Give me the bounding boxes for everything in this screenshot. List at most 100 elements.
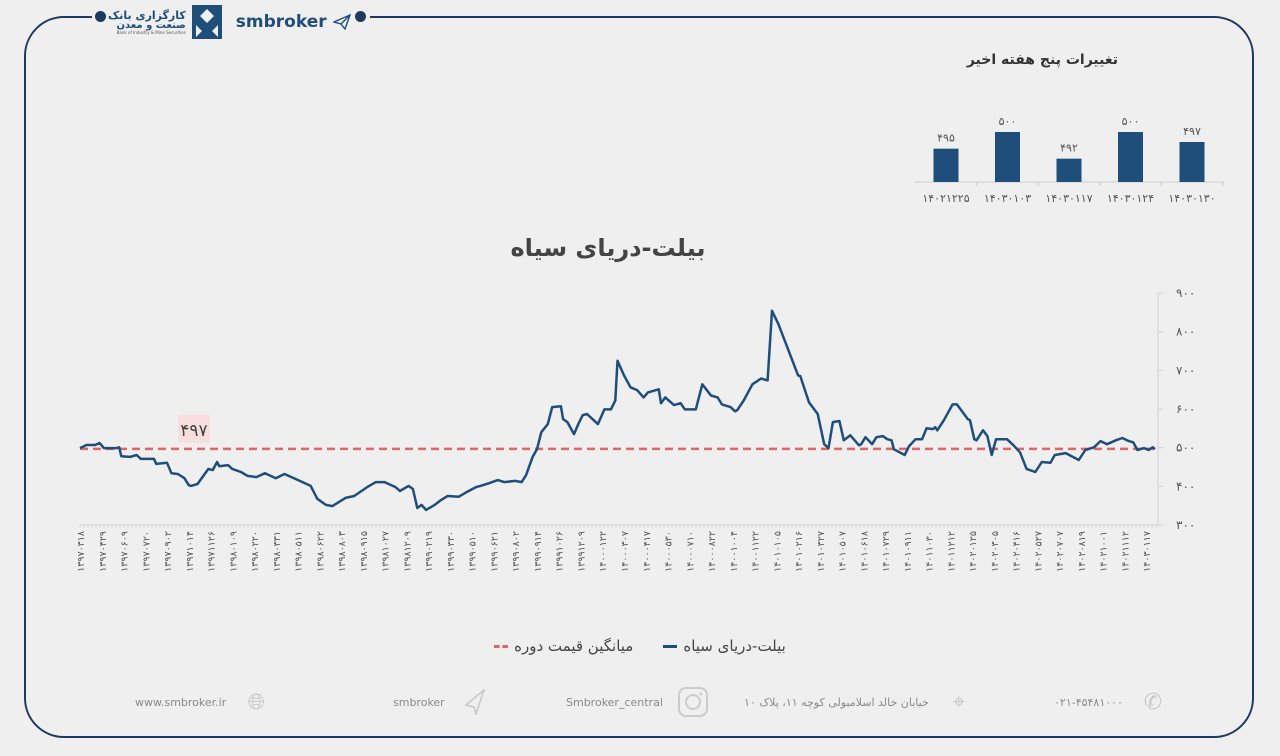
legend-label: میانگین قیمت دوره bbox=[514, 637, 634, 655]
y-tick-label: ۵۰۰ bbox=[1176, 441, 1195, 455]
bar-value-label: ۵۰۰ bbox=[1122, 115, 1140, 128]
price-line-chart: ۳۰۰ ۴۰۰ ۵۰۰ ۶۰۰ ۷۰۰ ۸۰۰ ۹۰۰ ۱۳۹۷۰۳۱۸ ۱۳۹۷۰۴۲۹ ۱۳۹… bbox=[76, 286, 1195, 572]
page-frame bbox=[24, 16, 1254, 738]
x-tick-label: ۱۳۹۸۱۰۲۷ bbox=[381, 531, 392, 572]
y-tick-label: ۶۰۰ bbox=[1176, 402, 1195, 416]
x-tick-label: ۱۴۰۱۱۰۳۰ bbox=[925, 531, 936, 572]
bar bbox=[1056, 158, 1082, 182]
frame-dot bbox=[95, 11, 106, 22]
paper-plane-icon bbox=[332, 14, 351, 30]
legend-label: بیلت-دریای سیاه bbox=[683, 637, 786, 655]
globe-icon: 🌐︎ bbox=[247, 689, 266, 715]
x-tick-label: ۱۳۹۸۱۲۰۹ bbox=[402, 531, 413, 572]
x-tick-label: ۱۳۹۸۰۶۲۲ bbox=[315, 531, 326, 572]
bar bbox=[1118, 132, 1143, 182]
instagram-handle[interactable]: Smbroker_central bbox=[566, 695, 663, 709]
frame-dot bbox=[355, 11, 366, 22]
footer-website: www.smbroker.ir 🌐︎ bbox=[135, 686, 272, 718]
bar-value-label: ۴۹۵ bbox=[937, 132, 955, 145]
bar bbox=[933, 148, 959, 182]
logo-text-fa-2: صنعت و معدن bbox=[116, 19, 186, 31]
x-tick-label: ۱۴۰۱۰۵۰۷ bbox=[838, 531, 849, 572]
x-tick-label: ۱۳۹۸۰۵۱۱ bbox=[294, 531, 305, 572]
bar-category-label: ۱۴۰۲۱۲۲۵ bbox=[922, 192, 969, 205]
logo-text-fa: کارگزاری بانک bbox=[108, 8, 186, 22]
x-tick-label: ۱۳۹۹۱۲۰۹ bbox=[576, 531, 587, 572]
phone-icon: ✆ bbox=[1143, 689, 1163, 715]
y-tick-label: ۷۰۰ bbox=[1176, 363, 1195, 377]
legend-item-mean: میانگین قیمت دوره bbox=[494, 637, 633, 655]
x-tick-label: ۱۳۹۷۱۱۲۶ bbox=[207, 531, 218, 572]
bar bbox=[1179, 142, 1205, 182]
x-tick-label: ۱۴۰۰۰۷۱۰ bbox=[685, 531, 696, 572]
x-tick-label: ۱۳۹۸۰۳۳۱ bbox=[272, 531, 283, 572]
x-tick-label: ۱۳۹۹۰۵۱۰ bbox=[468, 531, 479, 572]
mean-label-bg bbox=[178, 414, 210, 443]
x-tick-label: ۱۳۹۸۰۱۰۹ bbox=[228, 531, 239, 572]
x-tick-label: ۱۴۰۱۰۹۱۱ bbox=[903, 531, 914, 572]
x-tick-label: ۱۴۰۲۰۳۰۵ bbox=[990, 531, 1001, 572]
x-tick-label: ۱۳۹۸۰۹۱۵ bbox=[359, 531, 370, 572]
footer-address: ⌖ خیابان خالد اسلامبولی کوچه ۱۱، پلاک ۱۰ bbox=[744, 686, 975, 718]
map-pin-icon: ⌖ bbox=[952, 689, 965, 715]
x-tick-label: ۱۴۰۱۰۶۱۸ bbox=[859, 531, 870, 572]
legend-line-swatch bbox=[663, 644, 678, 648]
x-tick-label: ۱۴۰۰۱۱۲۲ bbox=[751, 531, 762, 572]
x-tick-label: ۱۳۹۸۰۲۲۰ bbox=[250, 531, 261, 572]
bar-value-label: ۴۹۲ bbox=[1060, 142, 1078, 155]
footer-instagram: Smbroker_central bbox=[566, 686, 709, 718]
y-tick-label: ۸۰۰ bbox=[1176, 325, 1195, 339]
bar-category-label: ۱۴۰۳۰۱۰۳ bbox=[984, 192, 1031, 205]
weekly-bar-chart: ۴۹۵ ۱۴۰۲۱۲۲۵ ۵۰۰ ۱۴۰۳۰۱۰۳ ۴۹۲ ۱۴۰۳۰۱۱۷ ۵۰۰ ۱۴۰۳… bbox=[914, 115, 1224, 205]
x-tick-label: ۱۳۹۷۰۷۲۰ bbox=[141, 531, 152, 572]
bank-logo-icon bbox=[191, 5, 222, 39]
x-tick-label: ۱۳۹۷۱۰۱۴ bbox=[185, 531, 196, 572]
mini-chart-title: تغییرات پنج هفته اخیر bbox=[966, 52, 1118, 68]
chart-title: بیلت-دریای سیاه bbox=[510, 234, 706, 262]
y-tick-label: ۹۰۰ bbox=[1176, 286, 1195, 300]
x-tick-label: ۱۴۰۲۰۱۲۵ bbox=[968, 531, 979, 572]
x-tick-label: ۱۴۰۰۰۸۲۲ bbox=[707, 531, 718, 572]
x-tick-label: ۱۴۰۱۰۱۰۵ bbox=[772, 531, 783, 572]
legend-dash-swatch bbox=[494, 644, 509, 648]
x-tick-label: ۱۴۰۲۱۰۰۱ bbox=[1099, 531, 1110, 572]
x-tick-label: ۱۴۰۱۰۷۲۹ bbox=[881, 531, 892, 572]
x-tick-label: ۱۴۰۰۰۵۳۰ bbox=[664, 531, 675, 572]
bar-category-label: ۱۴۰۳۰۱۲۴ bbox=[1107, 192, 1154, 205]
x-tick-label: ۱۴۰۳۰۱۱۷ bbox=[1142, 531, 1153, 572]
x-tick-label: ۱۴۰۲۰۷۰۷ bbox=[1055, 531, 1066, 572]
bar-category-label: ۱۴۰۳۰۱۱۷ bbox=[1045, 192, 1092, 205]
bar bbox=[995, 132, 1020, 182]
instagram-icon bbox=[677, 686, 709, 718]
legend-item-series: بیلت-دریای سیاه bbox=[663, 637, 786, 655]
x-tick-label: ۱۳۹۹۰۳۳۰ bbox=[446, 531, 457, 572]
x-tick-label: ۱۴۰۲۰۸۱۹ bbox=[1077, 531, 1088, 572]
telegram-icon bbox=[459, 686, 491, 718]
x-tick-label: ۱۳۹۹۰۲۱۹ bbox=[424, 531, 435, 572]
logo: کارگزاری بانک صنعت و معدن Bank of Indust… bbox=[108, 4, 351, 40]
footer-phone: ✆ ۰۲۱-۴۵۴۸۱۰۰۰ bbox=[1054, 686, 1169, 718]
x-tick-label: ۱۳۹۸۰۸۰۳ bbox=[337, 531, 348, 572]
footer-telegram: smbroker bbox=[393, 686, 491, 718]
x-tick-label: ۱۴۰۲۰۴۱۶ bbox=[1012, 531, 1023, 572]
x-tick-label: ۱۴۰۲۰۵۲۷ bbox=[1033, 531, 1044, 572]
y-tick-label: ۴۰۰ bbox=[1176, 479, 1195, 493]
x-tick-label: ۱۳۹۹۰۸۰۲ bbox=[511, 531, 522, 572]
x-tick-label: ۱۴۰۰۰۴۱۷ bbox=[642, 531, 653, 572]
x-tick-label: ۱۴۰۱۰۲۱۶ bbox=[794, 531, 805, 572]
x-tick-label: ۱۳۹۷۰۴۲۹ bbox=[98, 531, 109, 572]
x-tick-label: ۱۴۰۱۰۳۲۷ bbox=[816, 531, 827, 572]
x-tick-label: ۱۴۰۰۱۰۰۴ bbox=[729, 531, 740, 572]
telegram-handle[interactable]: smbroker bbox=[393, 695, 445, 709]
website-link[interactable]: www.smbroker.ir bbox=[135, 695, 227, 709]
logo-text-en: Bank of Industry & Mine Securities bbox=[116, 29, 186, 35]
x-tick-label: ۱۳۹۷۰۹۰۲ bbox=[163, 531, 174, 572]
x-tick-label: ۱۳۹۷۰۶۰۹ bbox=[120, 531, 131, 572]
legend: بیلت-دریای سیاه میانگین قیمت دوره bbox=[0, 637, 1280, 655]
x-tick-label: ۱۴۰۲۱۱۱۲ bbox=[1120, 531, 1131, 572]
x-tick-label: ۱۳۹۹۰۶۲۱ bbox=[489, 531, 500, 572]
price-series-line bbox=[79, 309, 1156, 512]
mean-label: ۴۹۷ bbox=[180, 421, 207, 441]
y-tick-label: ۳۰۰ bbox=[1176, 518, 1195, 532]
x-tick-label: ۱۴۰۰۰۱۲۲ bbox=[598, 531, 609, 572]
